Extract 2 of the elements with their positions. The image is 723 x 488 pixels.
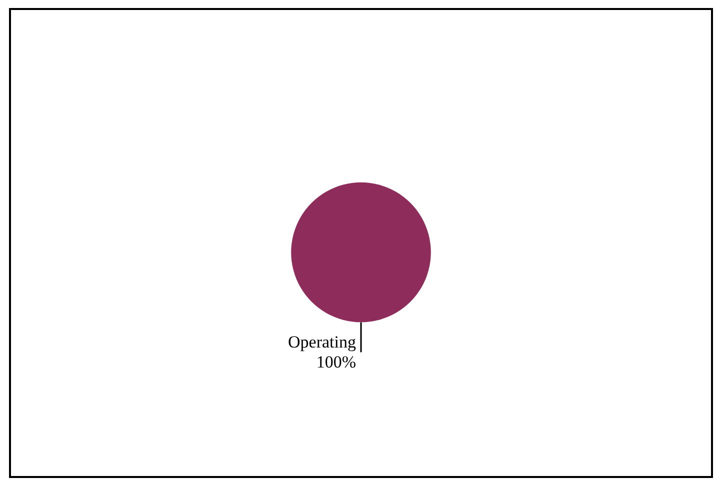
data-label: 100% <box>316 352 356 372</box>
slice-label: Operating <box>288 332 356 352</box>
